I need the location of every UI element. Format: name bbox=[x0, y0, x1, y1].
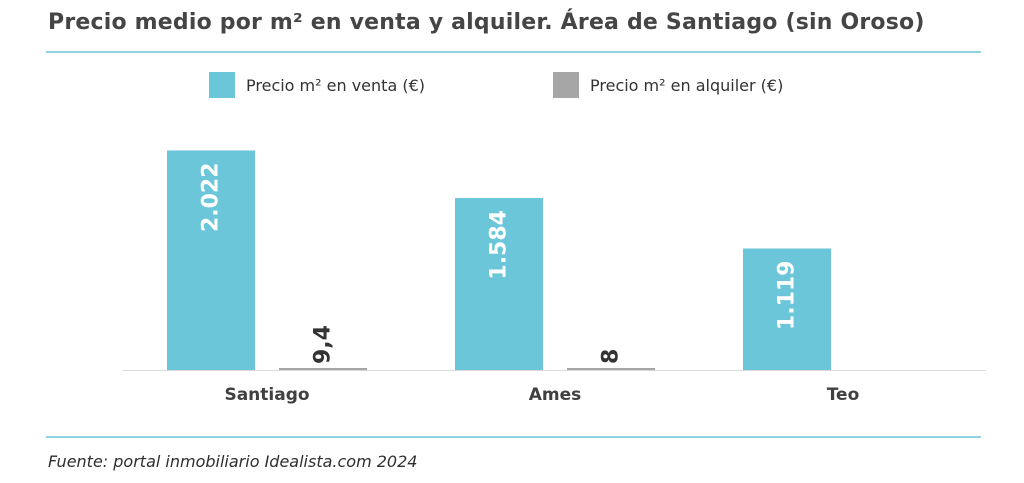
legend-item-venta: Precio m² en venta (€) bbox=[209, 72, 425, 98]
legend-label-venta: Precio m² en venta (€) bbox=[246, 75, 425, 95]
top-divider bbox=[46, 51, 981, 53]
data-label-alquiler-santiago: 9,4 bbox=[311, 325, 336, 364]
chart-title: Precio medio por m² en venta y alquiler.… bbox=[48, 10, 925, 35]
data-label-alquiler-ames: 8 bbox=[599, 349, 624, 364]
data-label-venta-teo: 1.119 bbox=[775, 261, 800, 331]
bar-venta-ames bbox=[455, 198, 543, 370]
data-label-venta-santiago: 2.022 bbox=[199, 162, 224, 232]
bar-venta-teo bbox=[743, 248, 831, 370]
legend-swatch-venta bbox=[209, 72, 235, 98]
bar-venta-santiago bbox=[167, 150, 255, 370]
legend-swatch-alquiler bbox=[553, 72, 579, 98]
category-label-ames: Ames bbox=[529, 385, 582, 405]
chart-legend: Precio m² en venta (€) Precio m² en alqu… bbox=[0, 72, 1024, 102]
bar-alquiler-santiago bbox=[279, 368, 367, 370]
source-note: Fuente: portal inmobiliario Idealista.co… bbox=[48, 452, 418, 471]
data-label-venta-ames: 1.584 bbox=[487, 210, 512, 280]
category-label-santiago: Santiago bbox=[224, 385, 309, 405]
category-label-teo: Teo bbox=[827, 385, 860, 405]
bottom-divider bbox=[46, 436, 981, 438]
legend-item-alquiler: Precio m² en alquiler (€) bbox=[553, 72, 783, 98]
bar-alquiler-ames bbox=[567, 368, 655, 370]
legend-label-alquiler: Precio m² en alquiler (€) bbox=[590, 75, 784, 95]
